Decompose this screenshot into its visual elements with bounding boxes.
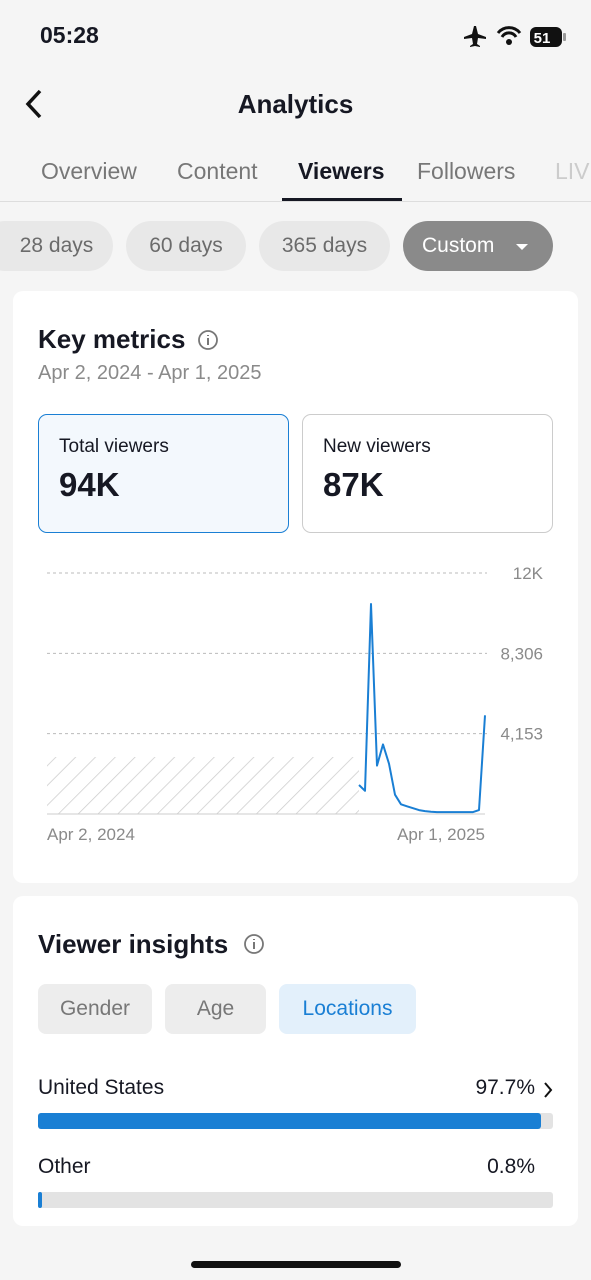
- location-name: Other: [38, 1155, 91, 1178]
- metric-card[interactable]: New viewers 87K: [302, 414, 553, 533]
- status-icons: 51: [464, 26, 566, 47]
- status-time: 05:28: [40, 22, 99, 48]
- location-name: United States: [38, 1076, 165, 1099]
- back-button[interactable]: [22, 88, 48, 120]
- metric-value: 87K: [323, 466, 384, 503]
- info-icon[interactable]: [243, 933, 265, 955]
- insight-tab-active[interactable]: Locations: [279, 984, 416, 1034]
- tab[interactable]: Content: [177, 158, 258, 184]
- y-tick-label: 12K: [513, 564, 544, 583]
- tab-underline: [282, 198, 402, 201]
- range-chip[interactable]: 60 days: [126, 221, 246, 271]
- viewer-insights-card: [13, 896, 578, 1226]
- home-indicator: [191, 1261, 401, 1268]
- dropdown-icon: [516, 244, 528, 250]
- chart: 4,153 8,306 12K Apr 2, 2024 Apr 1, 2025: [47, 564, 544, 844]
- y-tick-label: 8,306: [500, 644, 543, 663]
- range-chips: 28 days 60 days 365 days Custom: [0, 0, 591, 280]
- section-title: Key metrics: [38, 324, 186, 354]
- range-chip-active[interactable]: Custom: [403, 221, 553, 271]
- chevron[interactable]: [542, 1081, 554, 1099]
- metric-label: Total viewers: [59, 436, 169, 457]
- tab-active[interactable]: Viewers: [298, 158, 385, 184]
- no-data-area: [47, 757, 359, 814]
- info-icon[interactable]: [197, 329, 219, 351]
- battery-level: 51: [534, 30, 551, 47]
- location-share: 97.7%: [475, 1076, 535, 1099]
- x-tick-label: Apr 2, 2024: [47, 825, 135, 844]
- chevron-path: [544, 1082, 553, 1098]
- location-bar: [38, 1113, 542, 1129]
- range-chip[interactable]: 28 days: [0, 221, 113, 271]
- track: [38, 1192, 553, 1208]
- line-series: [358, 603, 486, 814]
- tab[interactable]: Followers: [417, 158, 516, 184]
- tab[interactable]: LIVE: [555, 158, 591, 184]
- range-chip[interactable]: 365 days: [259, 221, 390, 271]
- insight-tab[interactable]: Age: [165, 984, 266, 1034]
- location-bar: [38, 1192, 43, 1208]
- tab[interactable]: Overview: [41, 158, 137, 184]
- divider: [0, 201, 591, 202]
- y-tick-label: 4,153: [500, 725, 543, 744]
- x-tick-label: Apr 1, 2025: [397, 825, 485, 844]
- tab-bar: Overview Content Viewers Followers LIVE: [0, 0, 591, 202]
- date-range: Apr 2, 2024 - Apr 1, 2025: [38, 362, 262, 384]
- metric-card[interactable]: Total viewers 94K: [38, 414, 289, 533]
- section-title: Viewer insights: [38, 929, 229, 959]
- metric-value: 94K: [59, 466, 120, 503]
- metric-label: New viewers: [323, 436, 431, 457]
- insight-tab[interactable]: Gender: [38, 984, 152, 1034]
- chip-label: Custom: [422, 234, 495, 257]
- location-share: 0.8%: [487, 1155, 535, 1178]
- page-title: Analytics: [237, 89, 354, 119]
